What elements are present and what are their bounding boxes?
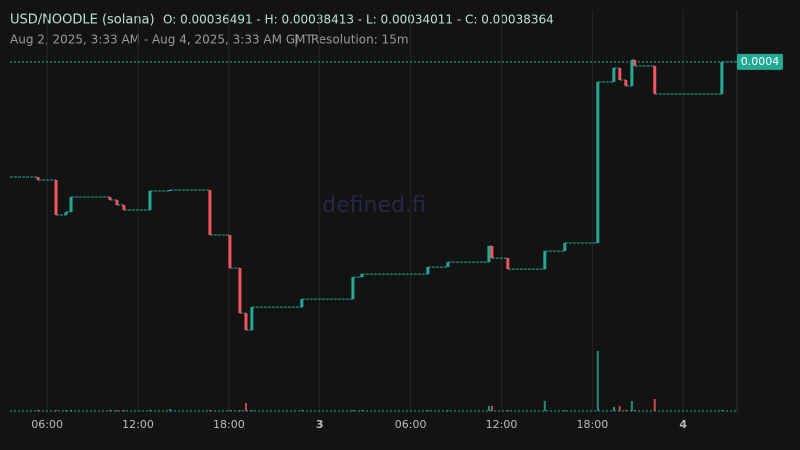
volume-bar	[148, 410, 151, 411]
candle	[208, 190, 212, 236]
candle	[633, 59, 637, 66]
x-tick-label: 18:00	[577, 418, 609, 431]
last-price-label: 0.0004	[741, 55, 780, 68]
x-tick-label: 18:00	[213, 418, 245, 431]
volume-bar	[238, 410, 241, 411]
candle	[228, 235, 232, 269]
resolution: Resolution: 15m	[311, 33, 409, 47]
candle	[148, 191, 152, 211]
volume-bar	[168, 409, 171, 411]
volume-bar	[633, 410, 636, 411]
candle	[244, 313, 248, 331]
volume-bar	[446, 410, 449, 411]
candle	[490, 246, 494, 259]
volume-bar	[250, 410, 253, 411]
date-range: Aug 2, 2025, 3:33 AM - Aug 4, 2025, 3:33…	[10, 33, 313, 47]
volume-bar	[720, 410, 723, 411]
volume-bar	[37, 410, 40, 411]
watermark: defined.fi	[322, 193, 426, 218]
candle	[300, 299, 304, 308]
candle	[487, 246, 491, 263]
volume-bar	[244, 403, 247, 411]
volume-bar	[115, 410, 118, 411]
candle	[69, 197, 73, 213]
separator: |	[294, 33, 298, 47]
volume-bar	[506, 410, 509, 411]
candle	[36, 177, 40, 181]
volume-bar	[108, 410, 111, 411]
volume-bar	[612, 407, 615, 411]
candle	[426, 267, 430, 275]
last-price-box	[737, 53, 783, 70]
candle	[122, 205, 126, 211]
volume-bar	[300, 410, 303, 411]
volume-bar	[630, 401, 633, 411]
volume-bar	[624, 410, 627, 411]
volume-bar	[351, 410, 354, 411]
candle	[630, 59, 634, 86]
volume-bar	[618, 406, 621, 411]
candle	[596, 81, 600, 244]
volume-bar	[563, 410, 566, 411]
candle	[618, 67, 622, 80]
candle	[168, 190, 172, 192]
candle	[506, 258, 510, 270]
candle	[250, 307, 254, 331]
volume-bar	[543, 401, 546, 411]
candle	[108, 197, 112, 201]
volume-bar	[487, 406, 490, 411]
candle	[54, 180, 58, 216]
volume-bar	[208, 410, 211, 411]
candle	[446, 262, 450, 268]
volume-bar	[122, 410, 125, 411]
candle	[351, 277, 355, 300]
volume-bar	[55, 410, 58, 411]
candle	[115, 200, 119, 206]
x-tick-label: 12:00	[122, 418, 154, 431]
candle	[64, 212, 68, 216]
volume-bar	[426, 410, 429, 411]
volume-bar	[653, 399, 656, 411]
x-tick-label: 06:00	[395, 418, 427, 431]
x-tick-label: 4	[679, 418, 687, 431]
candle	[720, 61, 724, 94]
symbol: USD/NOODLE (solana)	[10, 13, 155, 28]
candle	[360, 274, 364, 278]
candle	[612, 67, 616, 82]
candle	[543, 251, 547, 270]
ohlc: O: 0.00036491 - H: 0.00038413 - L: 0.000…	[163, 13, 554, 27]
volume-bar	[490, 406, 493, 411]
volume-bar	[228, 410, 231, 411]
volume-bar	[360, 410, 363, 411]
candle	[624, 79, 628, 86]
candle	[653, 65, 657, 94]
x-tick-label: 12:00	[486, 418, 518, 431]
volume-bar	[596, 351, 599, 411]
x-tick-label: 06:00	[31, 418, 63, 431]
volume-bar	[65, 410, 68, 411]
candle	[563, 243, 567, 252]
x-tick-label: 3	[316, 418, 324, 431]
candle	[238, 268, 242, 314]
volume-bar	[70, 410, 73, 411]
